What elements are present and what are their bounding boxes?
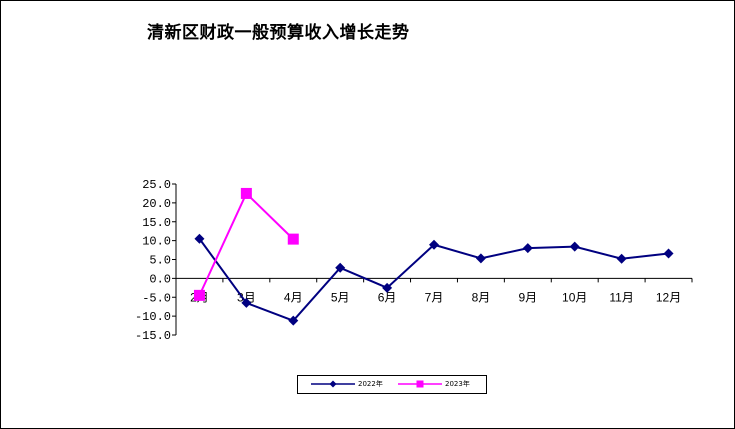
data-point-square — [287, 233, 299, 245]
data-point-diamond — [241, 297, 252, 308]
data-point-diamond — [616, 253, 627, 264]
axes — [175, 184, 692, 335]
legend-line-diamond-icon — [311, 380, 355, 388]
data-point-square — [193, 289, 205, 301]
data-point-diamond — [475, 253, 486, 264]
x-tick-label: 12月 — [656, 290, 681, 304]
legend-line-square-icon — [398, 380, 442, 388]
x-tick-label: 9月 — [518, 290, 537, 304]
legend-label-2023: 2023年 — [445, 380, 470, 388]
y-tick-label: -5.0 — [142, 291, 171, 305]
x-tick-label: 11月 — [609, 290, 633, 304]
series-line-1 — [198, 191, 294, 296]
data-point-diamond — [522, 243, 533, 254]
y-tick-label: -10.0 — [135, 310, 171, 324]
legend: 2022年 2023年 — [297, 375, 487, 394]
chart-title: 清新区财政一般预算收入增长走势 — [147, 23, 410, 43]
x-axis-ticks: 2月3月4月5月6月7月8月9月10月11月12月 — [175, 278, 693, 304]
y-tick-label: 25.0 — [142, 178, 171, 192]
data-point-diamond — [382, 282, 393, 293]
x-tick-label: 4月 — [284, 290, 303, 304]
y-axis-ticks: 25.0 20.0 15.0 10.0 5.0 0.0 -5.0 -10.0 -15.0 — [135, 178, 176, 343]
data-point-diamond — [194, 233, 205, 244]
data-point-diamond — [429, 239, 439, 250]
legend-entry-2023: 2023年 — [395, 376, 480, 393]
x-tick-label: 10月 — [562, 290, 587, 304]
legend-entry-2022: 2022年 — [308, 376, 388, 393]
data-point-diamond — [569, 241, 580, 252]
data-point-diamond — [663, 248, 674, 259]
y-tick-label: 15.0 — [142, 216, 171, 230]
x-tick-label: 3月 — [237, 290, 256, 304]
y-tick-label: 20.0 — [142, 197, 171, 211]
y-tick-label: 0.0 — [149, 272, 171, 286]
y-tick-label: -15.0 — [135, 329, 171, 343]
data-point-diamond — [288, 315, 299, 326]
x-tick-label: 8月 — [472, 290, 491, 304]
data-point-diamond — [335, 262, 346, 273]
x-tick-label: 6月 — [378, 290, 397, 304]
y-tick-label: 5.0 — [149, 254, 171, 268]
y-tick-label: 10.0 — [142, 235, 171, 249]
legend-label-2022: 2022年 — [358, 380, 383, 388]
x-tick-label: 7月 — [425, 290, 444, 304]
data-point-square — [240, 187, 252, 199]
series-lines — [193, 187, 674, 326]
x-tick-label: 5月 — [331, 290, 350, 304]
